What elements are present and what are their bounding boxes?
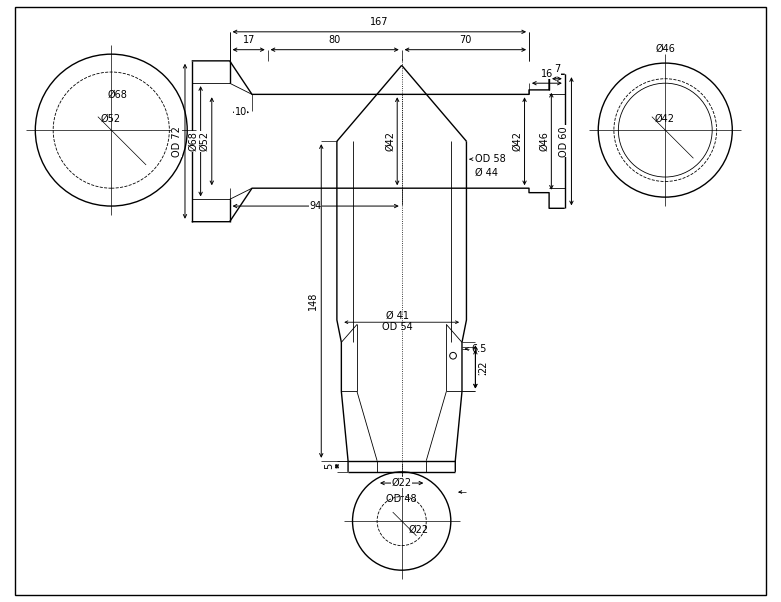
Text: OD 72: OD 72: [172, 126, 182, 157]
Text: 94: 94: [309, 200, 322, 211]
Text: 22: 22: [479, 361, 489, 373]
Text: Ø52: Ø52: [100, 114, 120, 124]
Text: 16: 16: [540, 69, 553, 79]
Text: Ø42: Ø42: [385, 131, 395, 151]
Text: Ø42: Ø42: [654, 114, 674, 124]
Text: Ø 41: Ø 41: [386, 311, 408, 320]
Text: 80: 80: [329, 36, 341, 45]
Text: OD 48: OD 48: [387, 494, 417, 504]
Text: Ø22: Ø22: [391, 477, 412, 488]
Text: OD 54: OD 54: [382, 321, 412, 332]
Text: 167: 167: [370, 17, 389, 27]
Text: Ø46: Ø46: [539, 131, 549, 151]
Text: 70: 70: [459, 36, 472, 45]
Text: Ø46: Ø46: [655, 44, 676, 54]
Text: OD 60: OD 60: [559, 126, 569, 157]
Text: 20: 20: [479, 363, 489, 375]
Text: 10: 10: [235, 107, 247, 117]
Text: 148: 148: [308, 292, 318, 310]
Text: Ø22: Ø22: [408, 525, 429, 535]
Text: 6.5: 6.5: [471, 344, 487, 354]
Text: 5: 5: [325, 463, 334, 470]
Text: 7: 7: [554, 64, 560, 74]
Text: 17: 17: [242, 36, 255, 45]
Text: Ø68: Ø68: [188, 131, 198, 151]
Text: Ø68: Ø68: [108, 89, 128, 99]
Text: Ø42: Ø42: [512, 131, 522, 151]
Text: OD 58: OD 58: [476, 154, 506, 164]
Text: Ø 44: Ø 44: [476, 167, 498, 178]
Text: Ø52: Ø52: [200, 131, 209, 151]
